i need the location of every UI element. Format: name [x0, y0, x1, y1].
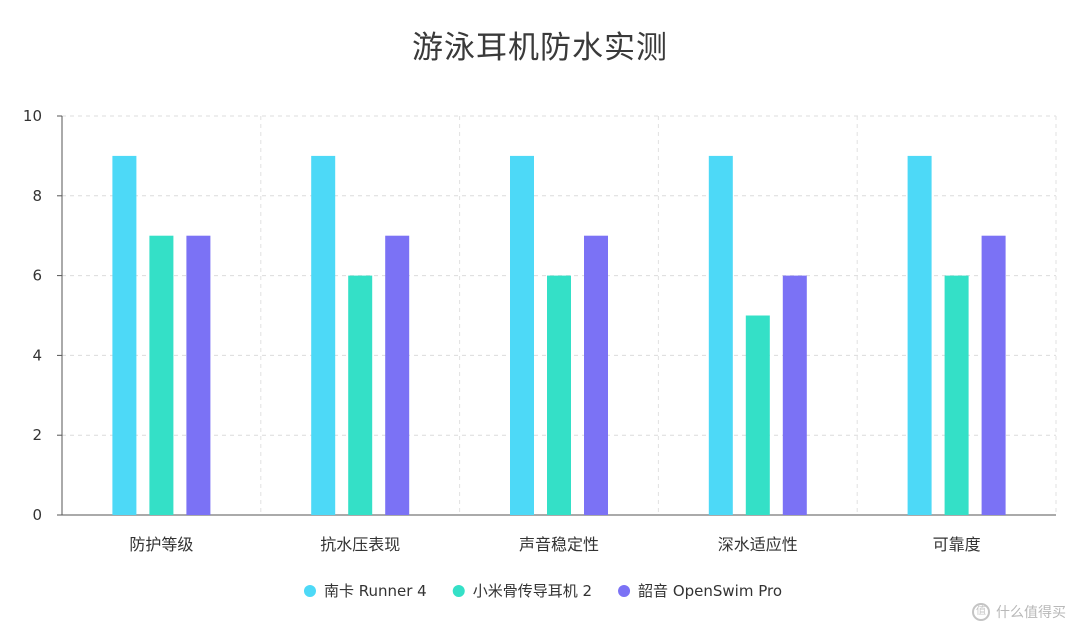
legend-item[interactable]: 南卡 Runner 4	[303, 582, 427, 600]
x-category-label: 深水适应性	[718, 535, 798, 554]
bar	[981, 235, 1006, 515]
bar	[149, 235, 174, 515]
bar	[186, 235, 211, 515]
x-category-label: 可靠度	[933, 535, 981, 554]
bar	[547, 275, 571, 515]
axis-labels: 0 2 4 6 8 10 防护等级 抗水压表现 声音稳定性 深水适应性 可靠度	[23, 107, 981, 554]
y-tick-label: 0	[32, 506, 42, 524]
y-tick-label: 4	[32, 346, 42, 364]
legend-label: 南卡 Runner 4	[324, 582, 427, 600]
bar	[584, 235, 608, 515]
legend-label: 小米骨传导耳机 2	[473, 582, 592, 600]
bar	[708, 155, 733, 515]
bar	[311, 155, 336, 515]
legend-label: 韶音 OpenSwim Pro	[638, 582, 782, 600]
bar	[745, 315, 770, 515]
legend-item[interactable]: 韶音 OpenSwim Pro	[618, 582, 782, 600]
legend[interactable]: 南卡 Runner 4 小米骨传导耳机 2 韶音 OpenSwim Pro	[303, 582, 782, 600]
watermark: 值 什么值得买	[972, 602, 1066, 622]
bar	[944, 275, 969, 515]
chart-title: 游泳耳机防水实测	[412, 30, 668, 66]
bar	[510, 155, 534, 515]
x-category-label: 抗水压表现	[320, 535, 400, 554]
legend-marker	[303, 585, 316, 597]
y-tick-label: 2	[32, 426, 42, 444]
x-category-label: 防护等级	[129, 535, 193, 554]
legend-marker	[452, 585, 465, 597]
watermark-logo-icon: 值	[972, 603, 990, 621]
bar	[907, 155, 932, 515]
bar	[385, 235, 410, 515]
bar	[782, 275, 807, 515]
y-tick-label: 10	[23, 107, 42, 125]
y-tick-label: 8	[32, 187, 42, 205]
bars	[112, 155, 1006, 515]
bar	[112, 155, 137, 515]
watermark-text: 什么值得买	[996, 605, 1066, 621]
bar	[348, 275, 373, 515]
x-category-label: 声音稳定性	[519, 535, 599, 554]
legend-marker	[618, 585, 631, 597]
y-tick-label: 6	[32, 267, 42, 285]
legend-item[interactable]: 小米骨传导耳机 2	[452, 582, 592, 600]
